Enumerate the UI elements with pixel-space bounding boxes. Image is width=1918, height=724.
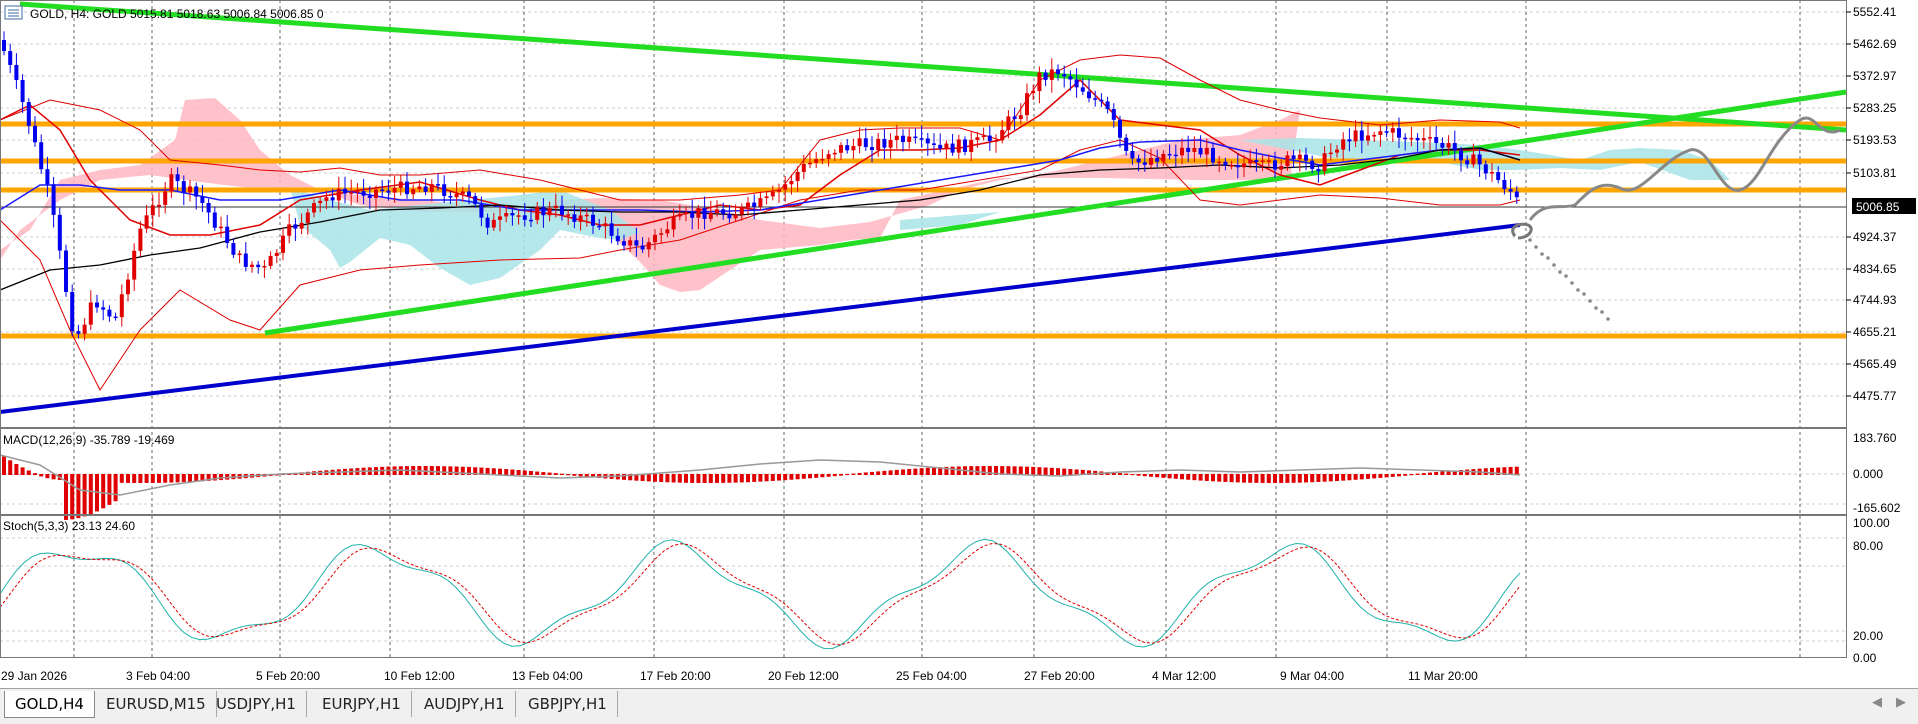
price-tick-label: 4834.65	[1853, 262, 1897, 276]
stoch-tick-label: 100.00	[1853, 516, 1890, 530]
price-tick-label: 4924.37	[1853, 230, 1897, 244]
price-tick-label: 5552.41	[1853, 5, 1897, 19]
price-tick-label: 5193.53	[1853, 133, 1897, 147]
ma-fast	[0, 78, 1521, 236]
ma-mid	[0, 139, 1521, 213]
price-tick-label: 4565.49	[1853, 357, 1897, 371]
time-tick-label: 20 Feb 12:00	[768, 669, 839, 683]
time-tick-label: 5 Feb 20:00	[256, 669, 320, 683]
chart-tab[interactable]: EURJPY,H1	[312, 691, 412, 717]
time-tick-label: 13 Feb 04:00	[512, 669, 583, 683]
scroll-left-icon[interactable]: ◀	[1872, 695, 1882, 710]
stoch-tick-label: 0.00	[1853, 651, 1877, 665]
chart-header: GOLD, H4: GOLD 5015.81 5018.63 5006.84 5…	[4, 5, 324, 21]
price-tick-label: 4475.77	[1853, 389, 1897, 403]
stoch-tick-label: 20.00	[1853, 629, 1883, 643]
price-tick-label: 4655.21	[1853, 325, 1897, 339]
macd-axis: 183.760 0.000 -165.602	[1853, 431, 1901, 515]
time-axis: 29 Jan 2026 3 Feb 04:00 5 Feb 20:00 10 Feb …	[1, 669, 1478, 683]
price-tick-label: 5283.25	[1853, 101, 1897, 115]
sub-windows	[0, 454, 1521, 650]
price-tick-label: 4744.93	[1853, 293, 1897, 307]
ma-slow	[0, 147, 1521, 291]
time-tick-label: 27 Feb 20:00	[1024, 669, 1095, 683]
current-price-tag: 5006.85	[1852, 198, 1916, 214]
chart-tab[interactable]: USDJPY,H1	[206, 691, 307, 717]
bollinger-lower	[0, 139, 1521, 391]
time-tick-label: 11 Mar 20:00	[1408, 669, 1478, 683]
macd-tick-label: -165.602	[1853, 501, 1901, 515]
macd-tick-label: 0.000	[1853, 467, 1883, 481]
price-axis: 5552.41 5462.69 5372.97 5283.25 5193.53 5103.…	[1846, 5, 1897, 403]
macd-tick-label: 183.760	[1853, 431, 1897, 445]
stoch-tick-label: 80.00	[1853, 539, 1883, 553]
time-tick-label: 10 Feb 12:00	[384, 669, 455, 683]
time-tick-label: 29 Jan 2026	[1, 669, 67, 683]
current-price-label: 5006.85	[1856, 200, 1900, 214]
candlesticks	[2, 31, 1519, 341]
chart-tab[interactable]: EURUSD,M15	[96, 691, 217, 717]
stoch-axis: 100.00 80.00 20.00 0.00	[1853, 516, 1890, 665]
chart-tab[interactable]: GOLD,H4	[4, 691, 95, 718]
chart-tabs-bar: GOLD,H4 EURUSD,M15 USDJPY,H1 EURJPY,H1 AUDJP…	[0, 688, 1918, 724]
trendlines	[0, 1, 1847, 414]
time-tick-label: 3 Feb 04:00	[126, 669, 190, 683]
chart-tab[interactable]: AUDJPY,H1	[414, 691, 516, 717]
time-tick-label: 25 Feb 04:00	[896, 669, 967, 683]
panel-frames	[0, 0, 1847, 658]
price-tick-label: 5462.69	[1853, 37, 1897, 51]
macd-label: MACD(12,26,9) -35.789 -19.469	[3, 433, 175, 447]
time-tick-label: 4 Mar 12:00	[1152, 669, 1216, 683]
hand-drawing	[1511, 116, 1841, 321]
chart-canvas[interactable]: GOLD, H4: GOLD 5015.81 5018.63 5006.84 5…	[0, 0, 1918, 688]
stoch-label: Stoch(5,3,3) 23.13 24.60	[3, 519, 135, 533]
price-tick-label: 5372.97	[1853, 69, 1897, 83]
scroll-right-icon[interactable]: ▶	[1896, 695, 1906, 710]
chart-menu-icon[interactable]	[4, 5, 23, 20]
price-tick-label: 5103.81	[1853, 166, 1897, 180]
grid	[0, 0, 1846, 658]
symbol-info: GOLD, H4: GOLD 5015.81 5018.63 5006.84 5…	[30, 7, 324, 21]
time-tick-label: 9 Mar 04:00	[1280, 669, 1344, 683]
chart-tab[interactable]: GBPJPY,H1	[518, 691, 618, 717]
time-tick-label: 17 Feb 20:00	[640, 669, 711, 683]
